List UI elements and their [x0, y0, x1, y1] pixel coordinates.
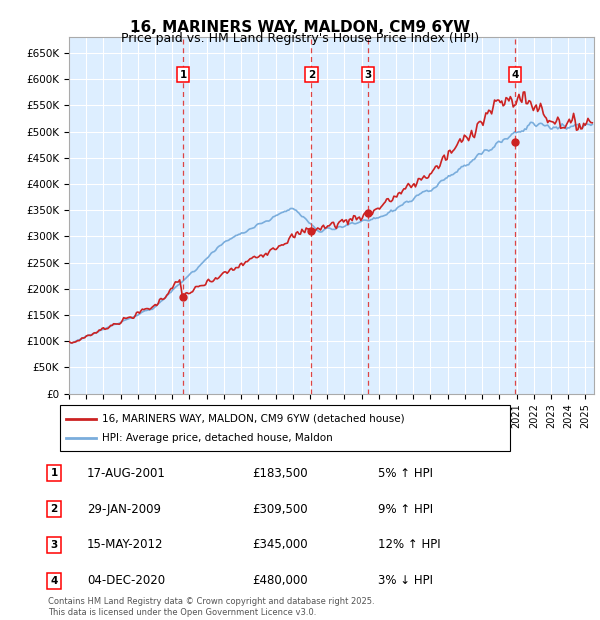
Text: 12% ↑ HPI: 12% ↑ HPI [378, 539, 440, 551]
Text: £345,000: £345,000 [252, 539, 308, 551]
Text: Contains HM Land Registry data © Crown copyright and database right 2025.
This d: Contains HM Land Registry data © Crown c… [48, 598, 374, 617]
Text: 29-JAN-2009: 29-JAN-2009 [87, 503, 161, 515]
Text: HPI: Average price, detached house, Maldon: HPI: Average price, detached house, Mald… [102, 433, 333, 443]
Text: 4: 4 [511, 69, 519, 79]
Text: 16, MARINERS WAY, MALDON, CM9 6YW (detached house): 16, MARINERS WAY, MALDON, CM9 6YW (detac… [102, 414, 404, 424]
Text: 1: 1 [50, 468, 58, 478]
Text: 2: 2 [50, 504, 58, 514]
Text: 17-AUG-2001: 17-AUG-2001 [87, 467, 166, 479]
Text: 2: 2 [308, 69, 315, 79]
Text: 5% ↑ HPI: 5% ↑ HPI [378, 467, 433, 479]
Text: Price paid vs. HM Land Registry's House Price Index (HPI): Price paid vs. HM Land Registry's House … [121, 32, 479, 45]
Text: 3% ↓ HPI: 3% ↓ HPI [378, 575, 433, 587]
Text: 9% ↑ HPI: 9% ↑ HPI [378, 503, 433, 515]
Text: 1: 1 [179, 69, 187, 79]
Text: 15-MAY-2012: 15-MAY-2012 [87, 539, 163, 551]
Text: 3: 3 [364, 69, 372, 79]
Text: £480,000: £480,000 [252, 575, 308, 587]
Text: £309,500: £309,500 [252, 503, 308, 515]
Text: 4: 4 [50, 576, 58, 586]
Text: 3: 3 [50, 540, 58, 550]
Text: £183,500: £183,500 [252, 467, 308, 479]
Text: 16, MARINERS WAY, MALDON, CM9 6YW: 16, MARINERS WAY, MALDON, CM9 6YW [130, 20, 470, 35]
Text: 04-DEC-2020: 04-DEC-2020 [87, 575, 165, 587]
